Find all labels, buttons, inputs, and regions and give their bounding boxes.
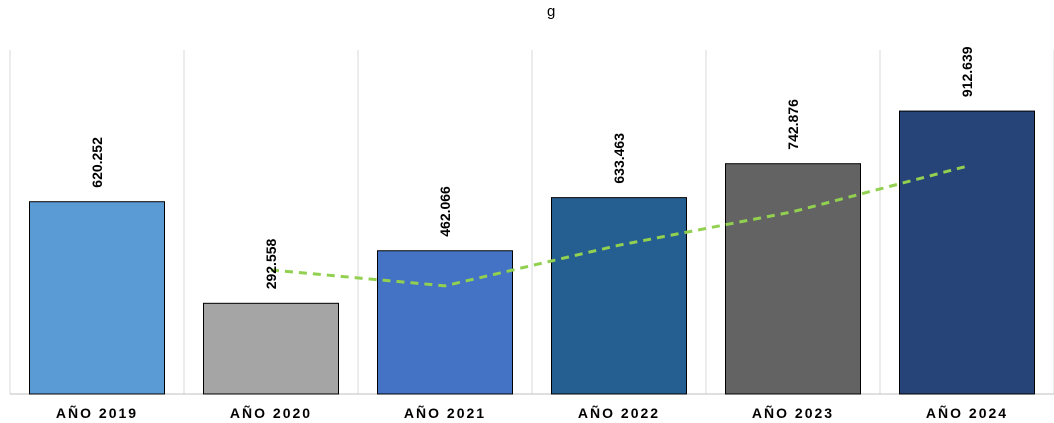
chart-title-fragment: g: [547, 3, 555, 20]
bar-2: [203, 302, 339, 395]
x-tick-label: AÑO 2021: [404, 404, 486, 421]
x-tick-label: AÑO 2019: [56, 404, 138, 421]
bar-6: [899, 110, 1035, 395]
bar-1: [29, 201, 165, 395]
bar-value-label: 292.558: [263, 238, 279, 289]
bar-value-label: 620.252: [89, 137, 105, 188]
x-tick-label: AÑO 2020: [230, 404, 312, 421]
bar-value-label: 462.066: [437, 186, 453, 237]
trend-line: [270, 164, 968, 288]
bar-value-label: 742.876: [785, 99, 801, 150]
bar-3: [377, 250, 513, 395]
bar-value-label: 633.463: [611, 133, 627, 184]
x-tick-label: AÑO 2023: [752, 404, 834, 421]
bar-value-label: 912.639: [959, 46, 975, 97]
bar-5: [725, 163, 861, 395]
bar-4: [551, 197, 687, 395]
x-tick-label: AÑO 2022: [578, 404, 660, 421]
x-tick-label: AÑO 2024: [926, 404, 1008, 421]
